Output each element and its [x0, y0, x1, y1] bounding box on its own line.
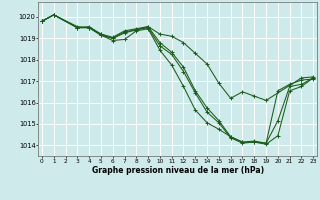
X-axis label: Graphe pression niveau de la mer (hPa): Graphe pression niveau de la mer (hPa)	[92, 166, 264, 175]
